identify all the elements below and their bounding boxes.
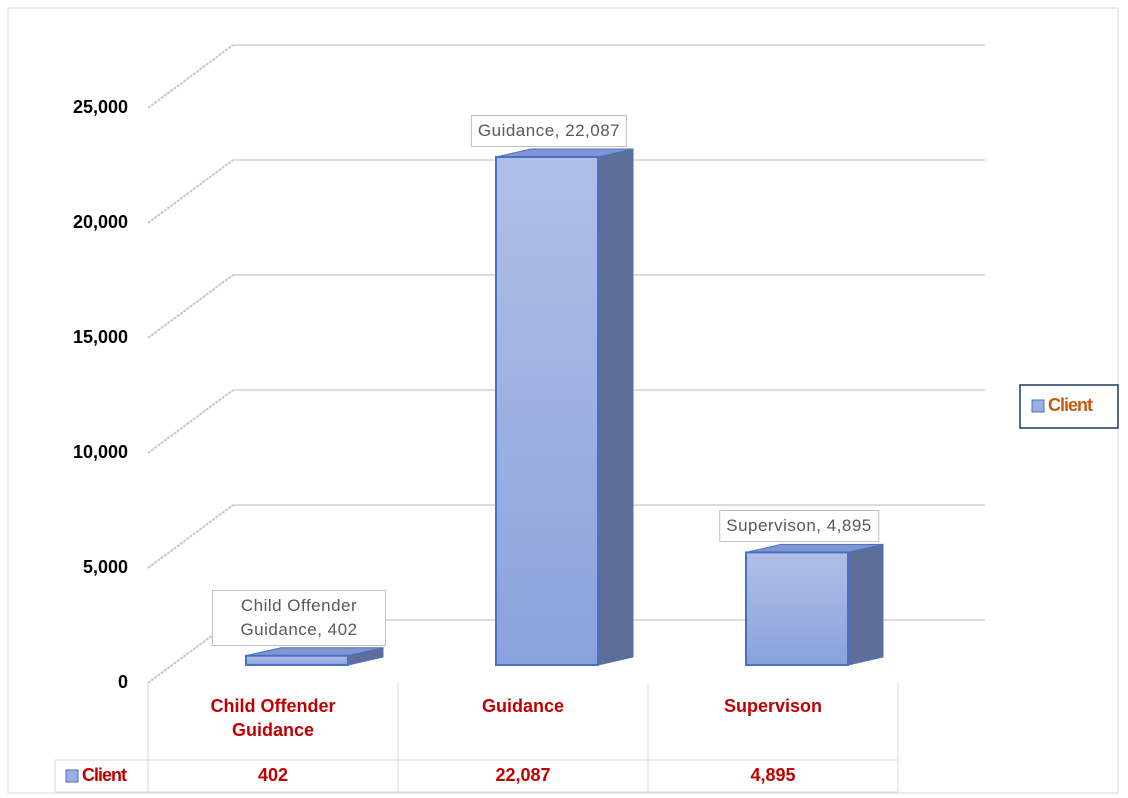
y-tick-label: 20,000 (73, 212, 128, 232)
bar-side (847, 543, 884, 666)
legend-key (65, 769, 79, 783)
table-value: 22,087 (495, 765, 550, 785)
bar (495, 155, 599, 666)
y-tick-label: 0 (118, 672, 128, 692)
y-tick-label: 15,000 (73, 327, 128, 347)
bar (245, 654, 349, 667)
wall-grid-line (147, 389, 234, 454)
bar-side (597, 148, 634, 666)
table-value: 4,895 (750, 765, 795, 785)
legend-key (1031, 399, 1045, 413)
y-tick-label: 5,000 (83, 557, 128, 577)
category-label: Child Offender Guidance (210, 696, 336, 740)
category-label: Supervison (723, 696, 823, 716)
wall-grid-line (147, 159, 234, 224)
bar (745, 551, 849, 666)
wall-grid-line (147, 44, 234, 109)
category-label: Guidance (481, 696, 565, 716)
table-series-name: Client (82, 765, 127, 785)
table-value: 402 (258, 765, 288, 785)
wall-grid-line (147, 274, 234, 339)
data-label: Supervison, 4,895 (719, 510, 879, 543)
data-label: Child Offender Guidance, 402 (212, 589, 386, 646)
wall-grid-line (147, 504, 234, 569)
y-tick-label: 10,000 (73, 442, 128, 462)
legend-label: Client (1048, 395, 1093, 415)
y-tick-label: 25,000 (73, 97, 128, 117)
data-label: Guidance, 22,087 (470, 114, 628, 147)
